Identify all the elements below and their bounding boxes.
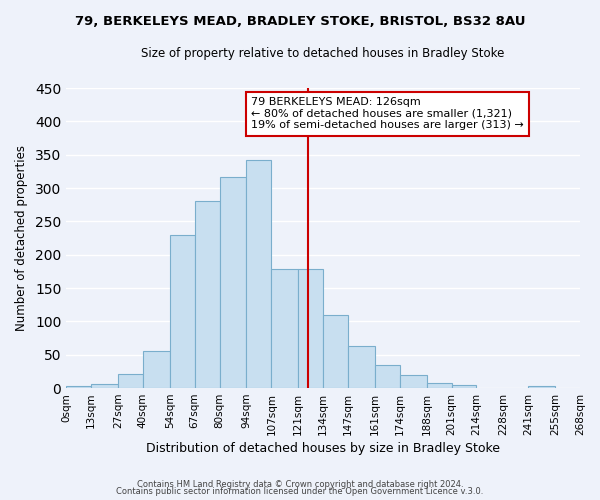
Bar	[118, 374, 143, 388]
Text: Contains public sector information licensed under the Open Government Licence v.: Contains public sector information licen…	[116, 487, 484, 496]
Bar	[170, 234, 194, 388]
Bar	[348, 346, 375, 388]
Bar	[271, 270, 298, 388]
Bar	[528, 386, 555, 388]
Bar	[298, 270, 323, 388]
Text: 79, BERKELEYS MEAD, BRADLEY STOKE, BRISTOL, BS32 8AU: 79, BERKELEYS MEAD, BRADLEY STOKE, BRIST…	[75, 15, 525, 28]
Bar	[427, 382, 452, 388]
Bar	[375, 366, 400, 388]
Text: Contains HM Land Registry data © Crown copyright and database right 2024.: Contains HM Land Registry data © Crown c…	[137, 480, 463, 489]
Bar	[220, 176, 247, 388]
Bar	[323, 314, 348, 388]
Bar	[91, 384, 118, 388]
Bar	[247, 160, 271, 388]
Y-axis label: Number of detached properties: Number of detached properties	[15, 145, 28, 331]
Bar	[400, 376, 427, 388]
Bar	[194, 202, 220, 388]
Bar	[66, 386, 91, 388]
Title: Size of property relative to detached houses in Bradley Stoke: Size of property relative to detached ho…	[142, 48, 505, 60]
Bar	[452, 384, 476, 388]
Text: 79 BERKELEYS MEAD: 126sqm
← 80% of detached houses are smaller (1,321)
19% of se: 79 BERKELEYS MEAD: 126sqm ← 80% of detac…	[251, 97, 524, 130]
Bar	[143, 352, 170, 388]
X-axis label: Distribution of detached houses by size in Bradley Stoke: Distribution of detached houses by size …	[146, 442, 500, 455]
